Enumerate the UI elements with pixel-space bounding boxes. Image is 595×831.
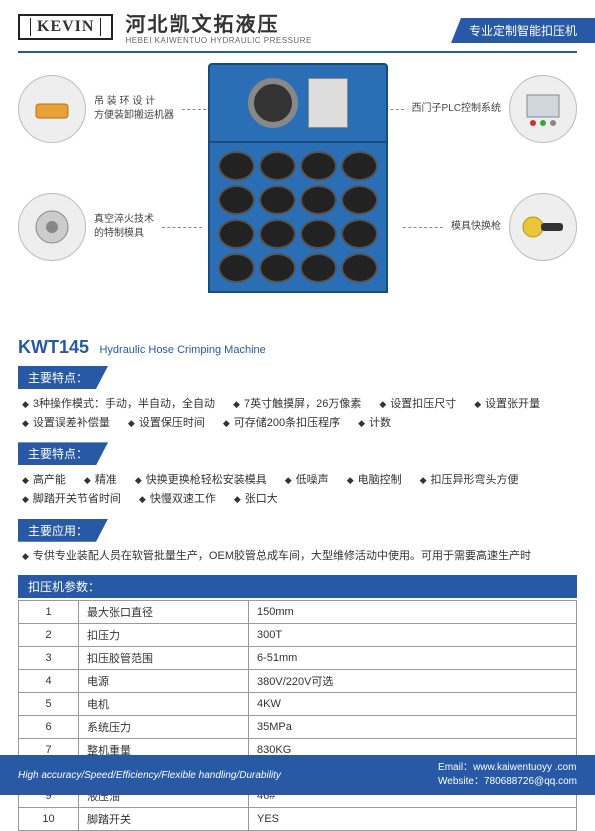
section-features1: 主要特点： — [18, 366, 108, 389]
company-block: 河北凯文拓液压 HEBEI KAIWENTUO HYDRAULIC PRESSU… — [125, 8, 311, 45]
header: KEVIN 河北凯文拓液压 HEBEI KAIWENTUO HYDRAULIC … — [18, 8, 577, 45]
param-label: 电机 — [79, 693, 249, 716]
param-label: 电源 — [79, 670, 249, 693]
param-label: 扣压胶管范围 — [79, 647, 249, 670]
callout-top-right: 西门子PLC控制系统 — [364, 75, 577, 143]
model-line: KWT145 Hydraulic Hose Crimping Machine — [18, 337, 577, 358]
param-num: 4 — [19, 670, 79, 693]
footer: High accuracy/Speed/Efficiency/Flexible … — [0, 755, 595, 795]
param-value: 300T — [249, 624, 577, 647]
param-value: 4KW — [249, 693, 577, 716]
list-item: 设置保压时间 — [128, 414, 205, 433]
table-row: 5电机4KW — [19, 693, 577, 716]
callout-tr-text: 西门子PLC控制系统 — [412, 102, 501, 116]
param-label: 扣压力 — [79, 624, 249, 647]
footer-tagline: High accuracy/Speed/Efficiency/Flexible … — [18, 770, 281, 781]
table-row: 1最大张口直径150mm — [19, 601, 577, 624]
die-icon — [18, 193, 86, 261]
email-value: www.kaiwentuoyy .com — [473, 762, 576, 773]
section-apps: 主要应用： — [18, 519, 108, 542]
machine-illustration — [208, 63, 388, 293]
callout-top-left: 吊 装 环 设 计方便装卸搬运机器 — [18, 75, 222, 143]
param-num: 6 — [19, 716, 79, 739]
param-value: 380V/220V可选 — [249, 670, 577, 693]
list-item: 计数 — [358, 414, 391, 433]
pedal-icon — [18, 75, 86, 143]
list-item: 精准 — [84, 471, 117, 490]
email-label: Email： — [438, 762, 473, 773]
callout-br-text: 模具快换枪 — [451, 220, 501, 234]
list-item: 快慢双速工作 — [139, 490, 216, 509]
list-item: 高产能 — [22, 471, 66, 490]
tool-icon — [509, 193, 577, 261]
header-rule — [18, 51, 577, 53]
list-item: 设置张开量 — [474, 395, 540, 414]
table-row: 4电源380V/220V可选 — [19, 670, 577, 693]
list-item: 设置误差补偿量 — [22, 414, 110, 433]
param-num: 1 — [19, 601, 79, 624]
param-value: 150mm — [249, 601, 577, 624]
param-label: 最大张口直径 — [79, 601, 249, 624]
param-num: 2 — [19, 624, 79, 647]
param-value: YES — [249, 808, 577, 831]
list-item: 快换更换枪轻松安装模具 — [135, 471, 267, 490]
footer-contact: Email：www.kaiwentuoyy .com Website：78068… — [438, 761, 577, 789]
list-item: 7英寸触摸屏，26万像素 — [233, 395, 361, 414]
plc-icon — [509, 75, 577, 143]
param-value: 35MPa — [249, 716, 577, 739]
features1-list: 3种操作模式：手动，半自动，全自动 7英寸触摸屏，26万像素设置扣压尺寸设置张开量… — [18, 389, 577, 434]
table-row: 6系统压力35MPa — [19, 716, 577, 739]
web-value: 780688726@qq.com — [484, 776, 577, 787]
callout-bl-text: 真空淬火技术的特制模具 — [94, 213, 154, 241]
param-label: 系统压力 — [79, 716, 249, 739]
table-row: 10脚踏开关YES — [19, 808, 577, 831]
logo-text: KEVIN — [30, 18, 101, 36]
list-item: 低噪声 — [285, 471, 329, 490]
web-label: Website： — [438, 776, 484, 787]
list-item: 可存储200条扣压程序 — [223, 414, 340, 433]
list-item: 设置扣压尺寸 — [379, 395, 456, 414]
callout-bottom-right: 模具快换枪 — [403, 193, 577, 261]
list-item: 脚踏开关节省时间 — [22, 490, 121, 509]
list-item: 专供专业装配人员在软管批量生产，OEM胶管总成车间，大型维修活动中使用。可用于需… — [22, 548, 573, 566]
param-label: 脚踏开关 — [79, 808, 249, 831]
list-item: 张口大 — [234, 490, 278, 509]
param-num: 10 — [19, 808, 79, 831]
list-item: 3种操作模式：手动，半自动，全自动 — [22, 395, 215, 414]
header-tagline: 专业定制智能扣压机 — [451, 18, 595, 43]
logo: KEVIN — [18, 14, 113, 40]
param-num: 5 — [19, 693, 79, 716]
section-features2: 主要特点： — [18, 442, 108, 465]
params-table: 1最大张口直径150mm2扣压力300T3扣压胶管范围6-51mm4电源380V… — [18, 600, 577, 831]
table-row: 3扣压胶管范围6-51mm — [19, 647, 577, 670]
list-item: 电脑控制 — [347, 471, 402, 490]
model-code: KWT145 — [18, 337, 89, 357]
list-item: 扣压异形弯头方便 — [420, 471, 519, 490]
applications-list: 专供专业装配人员在软管批量生产，OEM胶管总成车间，大型维修活动中使用。可用于需… — [18, 542, 577, 568]
features2-list: 高产能精准快换更换枪轻松安装模具低噪声电脑控制扣压异形弯头方便脚踏开关节省时间快… — [18, 465, 577, 510]
section-params: 扣压机参数： — [18, 575, 577, 598]
model-name: Hydraulic Hose Crimping Machine — [99, 344, 265, 356]
table-row: 2扣压力300T — [19, 624, 577, 647]
hero: 吊 装 环 设 计方便装卸搬运机器 西门子PLC控制系统 真空淬火技术的特制模具… — [18, 63, 577, 333]
company-name-en: HEBEI KAIWENTUO HYDRAULIC PRESSURE — [125, 37, 311, 45]
param-value: 6-51mm — [249, 647, 577, 670]
callout-bottom-left: 真空淬火技术的特制模具 — [18, 193, 202, 261]
company-name-cn: 河北凯文拓液压 — [125, 8, 311, 37]
param-num: 3 — [19, 647, 79, 670]
callout-tl-text: 吊 装 环 设 计方便装卸搬运机器 — [94, 95, 174, 123]
